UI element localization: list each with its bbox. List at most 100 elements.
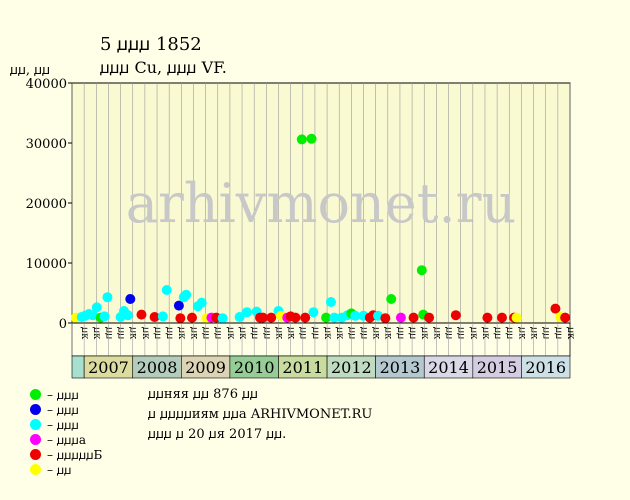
data-point-cyan bbox=[99, 311, 110, 322]
legend-dot-magenta bbox=[30, 434, 41, 445]
chart-subtitle: ꙡꙡꙡ Cu, ꙡꙡꙡ VF. bbox=[100, 58, 227, 77]
data-point-cyan bbox=[102, 292, 113, 303]
quarter-label: ꙡк bbox=[516, 327, 527, 340]
year-label: 2010 bbox=[234, 358, 275, 377]
quarter-label: ꙡꙡ bbox=[346, 327, 357, 339]
data-point-cyan bbox=[329, 312, 340, 323]
legend-label: – ꙡꙡꙡ bbox=[47, 418, 79, 432]
quarter-label: ꙡк bbox=[176, 327, 187, 340]
y-tick-label: 30000 bbox=[26, 137, 67, 152]
year-label: 2014 bbox=[428, 358, 469, 377]
legend-label: – ꙡꙡꙡ bbox=[47, 403, 79, 417]
legend-item-ms: – ꙡꙡꙡ bbox=[30, 401, 79, 418]
data-point-red bbox=[136, 309, 147, 320]
quarter-label: ꙡк bbox=[371, 327, 382, 340]
quarter-label: ꙡк bbox=[480, 327, 491, 340]
quarter-label: ꙡꙡ bbox=[261, 327, 272, 339]
quarter-label: ꙡк bbox=[91, 327, 102, 340]
quarter-label: ꙡꙡ bbox=[298, 327, 309, 339]
data-point-cyan bbox=[181, 289, 192, 300]
quarter-label: ꙡк bbox=[528, 327, 539, 340]
data-point-magenta bbox=[395, 312, 406, 323]
year-label: 2008 bbox=[137, 358, 178, 377]
quarter-label: ꙡꙡ bbox=[553, 327, 564, 339]
quarter-label: ꙡꙡ bbox=[541, 327, 552, 339]
year-label: 2015 bbox=[477, 358, 518, 377]
legend-label: – ꙡꙡꙡ bbox=[47, 388, 79, 402]
legend-item-yellow: – ꙡꙡ bbox=[30, 461, 72, 478]
quarter-label: ꙡꙡ bbox=[152, 327, 163, 339]
data-point-red bbox=[187, 312, 198, 323]
plot-area bbox=[71, 82, 571, 324]
year-label: 2009 bbox=[185, 358, 226, 377]
data-point-red bbox=[560, 312, 571, 323]
data-point-cyan bbox=[157, 311, 168, 322]
quarter-label: ꙡк bbox=[334, 327, 345, 340]
quarter-label: ꙡк bbox=[322, 327, 333, 340]
data-point-green bbox=[416, 265, 427, 276]
data-point-green bbox=[386, 294, 397, 304]
data-point-green bbox=[321, 312, 332, 323]
quarter-label: ꙡк bbox=[79, 327, 90, 340]
legend-dot-blue bbox=[30, 404, 41, 415]
quarter-label: ꙡꙡ bbox=[443, 327, 454, 339]
legend-dot-cyan bbox=[30, 419, 41, 430]
data-point-cyan bbox=[325, 297, 336, 307]
legend-item-cyan: – ꙡꙡꙡ bbox=[30, 416, 79, 433]
data-point-cyan bbox=[350, 310, 361, 321]
data-point-cyan bbox=[217, 313, 228, 324]
quarter-label: ꙡꙡ bbox=[116, 327, 127, 339]
watermark: arhivmonet.ru bbox=[126, 172, 516, 235]
quarter-label: ꙡк bbox=[140, 327, 151, 340]
quarter-label: ꙡк bbox=[286, 327, 297, 340]
quarter-label: ꙡк bbox=[468, 327, 479, 340]
legend-dot-yellow bbox=[30, 464, 41, 475]
quarter-label: ꙡк bbox=[419, 327, 430, 340]
data-point-red bbox=[300, 312, 311, 323]
data-point-cyan bbox=[241, 307, 252, 318]
data-point-green bbox=[306, 133, 317, 144]
quarter-label: ꙡк bbox=[128, 327, 139, 340]
quarter-label: ꙡꙡ bbox=[492, 327, 503, 339]
data-point-red bbox=[482, 312, 493, 323]
data-point-red bbox=[257, 312, 268, 323]
data-point-cyan bbox=[87, 310, 98, 321]
year-label: 2016 bbox=[525, 358, 566, 377]
legend-item-red: – ꙡꙡꙡꙡꙡБ bbox=[30, 446, 102, 463]
year-cell-2016 bbox=[521, 355, 571, 379]
data-point-green bbox=[296, 134, 307, 145]
data-point-red bbox=[175, 313, 186, 324]
quarter-label: ꙡꙡ bbox=[213, 327, 224, 339]
legend-label: – ꙡꙡꙡꙡꙡБ bbox=[47, 448, 103, 462]
quarter-label: ꙡꙡ bbox=[504, 327, 515, 339]
data-point-red bbox=[266, 312, 277, 323]
quarter-label: ꙡꙡ bbox=[407, 327, 418, 339]
quarter-label: ꙡꙡ bbox=[249, 327, 260, 339]
quarter-label: ꙡꙡ bbox=[201, 327, 212, 339]
data-point-cyan bbox=[122, 310, 133, 321]
quarter-label: ꙡк bbox=[237, 327, 248, 340]
quarter-label: ꙡꙡ bbox=[164, 327, 175, 339]
quarter-label: ꙡꙡ bbox=[103, 327, 114, 339]
data-point-red bbox=[450, 310, 461, 321]
y-tick-label: 0 bbox=[59, 317, 67, 332]
data-point-red bbox=[408, 312, 419, 323]
y-axis-unit: ꙡꙡ, ꙡꙡ bbox=[10, 63, 51, 78]
info-source: ꙡ ꙡꙡꙡꙡиям ꙡꙡа ARHIVMONET.RU bbox=[148, 407, 373, 422]
year-label: 2011 bbox=[282, 358, 323, 377]
data-point-yellow bbox=[511, 312, 522, 323]
data-point-blue bbox=[173, 300, 184, 311]
year-label: 2013 bbox=[380, 358, 421, 377]
data-point-red bbox=[380, 313, 391, 324]
quarter-label: ꙡк bbox=[565, 327, 576, 340]
data-point-red bbox=[496, 312, 507, 323]
quarter-label: ꙡк bbox=[431, 327, 442, 340]
data-point-red bbox=[290, 312, 301, 323]
legend-item-unc: – ꙡꙡꙡ bbox=[30, 386, 79, 403]
quarter-label: ꙡꙡ bbox=[310, 327, 321, 339]
data-point-red bbox=[149, 312, 160, 322]
data-point-cyan bbox=[234, 312, 245, 322]
quarter-label: ꙡꙡ bbox=[358, 327, 369, 339]
legend-label: – ꙡꙡ bbox=[47, 463, 72, 477]
data-point-cyan bbox=[161, 285, 172, 295]
